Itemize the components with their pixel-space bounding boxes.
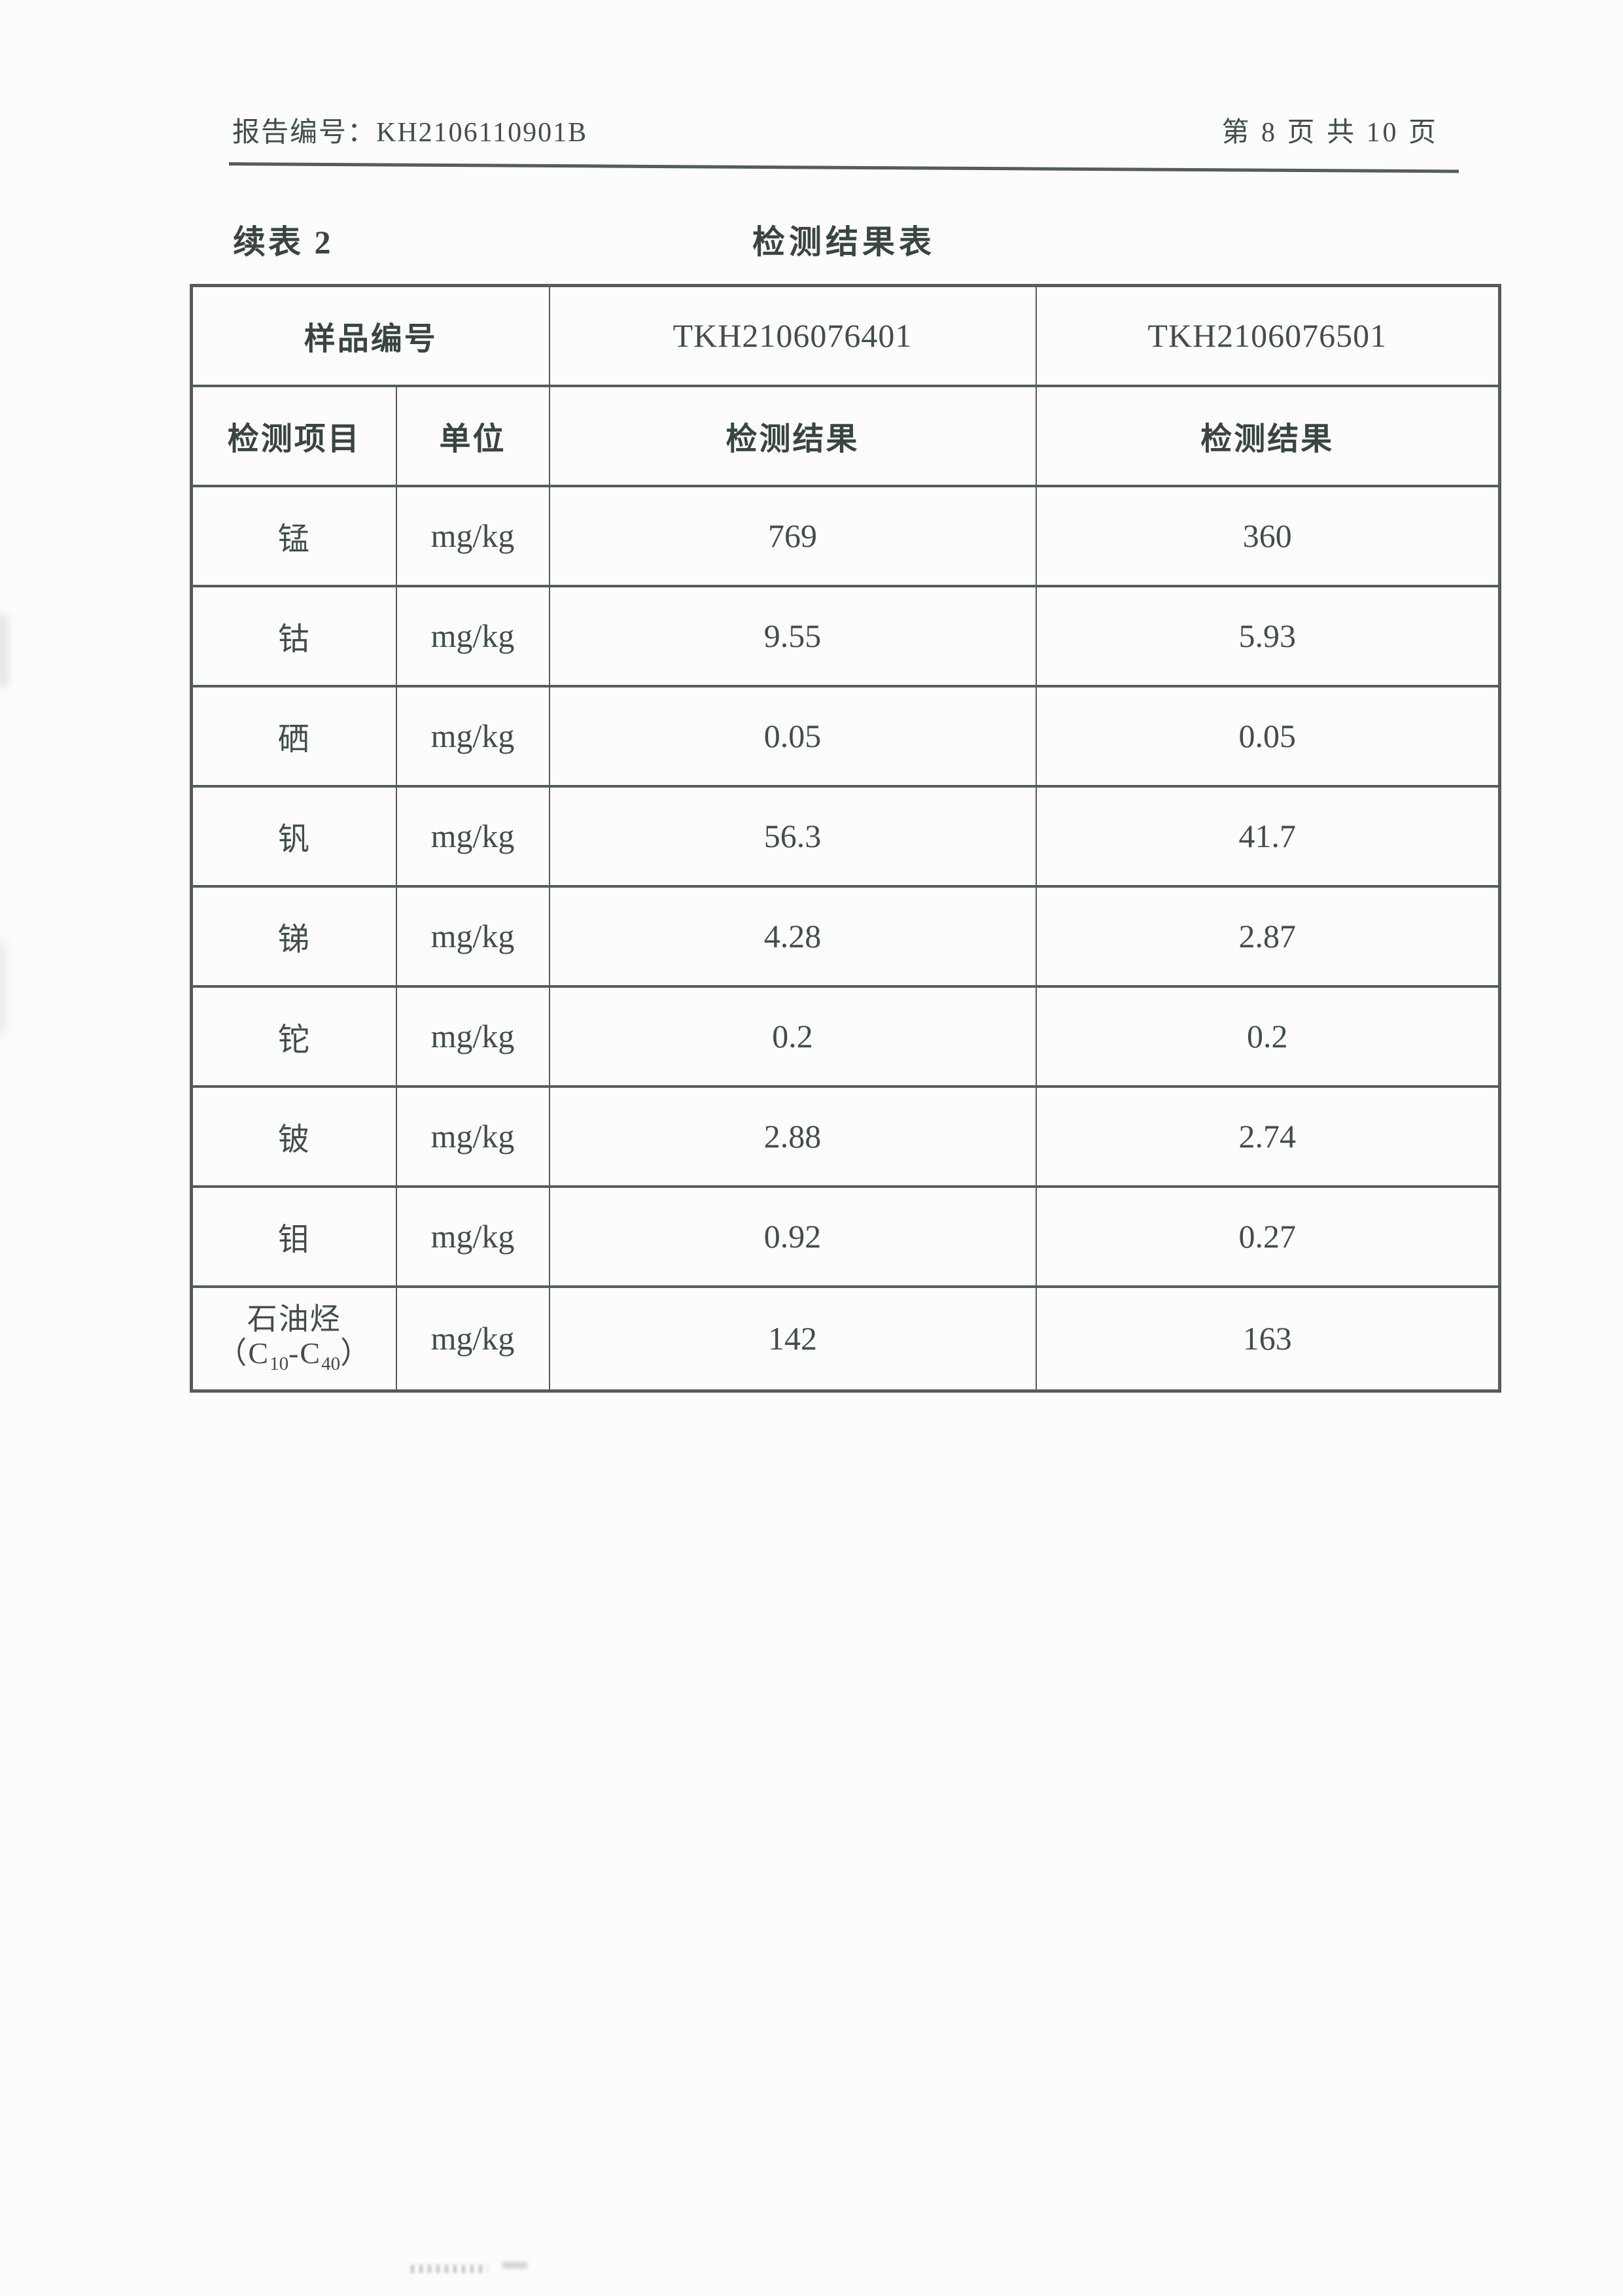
scan-smudge <box>0 615 8 687</box>
item-line1: 石油烃 <box>247 1302 341 1336</box>
item-cell: 铍 <box>190 1085 397 1188</box>
col-header-unit: 单位 <box>395 384 550 487</box>
unit-cell: mg/kg <box>395 584 550 687</box>
result-cell: 4.28 <box>548 884 1037 988</box>
result-cell: 0.92 <box>548 1185 1037 1288</box>
sample-id-cell: TKH2106076401 <box>548 284 1037 387</box>
item-cell: 石油烃 （C10-C40） <box>190 1285 397 1393</box>
unit-cell: mg/kg <box>395 684 550 788</box>
col-header-item: 检测项目 <box>190 384 397 487</box>
continuation-table-label: 续表 2 <box>233 224 334 260</box>
unit-cell: mg/kg <box>395 984 550 1088</box>
result-cell: 769 <box>548 484 1037 587</box>
header-rule <box>228 162 1459 173</box>
page-indicator: 第 8 页 共 10 页 <box>1221 118 1439 148</box>
item-line2-mid: -C <box>288 1336 322 1370</box>
unit-cell: mg/kg <box>395 884 550 988</box>
sample-id-cell: TKH2106076501 <box>1035 284 1501 387</box>
results-table: 样品编号 TKH2106076401 TKH2106076501 检测项目 单位… <box>190 284 1502 1393</box>
sample-id-row: 样品编号 TKH2106076401 TKH2106076501 <box>190 284 1501 387</box>
table-row-vanadium: 钒 mg/kg 56.3 41.7 <box>190 784 1501 888</box>
table-row-antimony: 锑 mg/kg 4.28 2.87 <box>190 884 1501 988</box>
col-header-result-1: 检测结果 <box>548 384 1037 487</box>
result-cell: 41.7 <box>1035 784 1501 888</box>
item-line2-open: （C <box>217 1336 270 1370</box>
result-cell: 2.74 <box>1035 1085 1501 1188</box>
sample-id-label-cell: 样品编号 <box>190 284 550 387</box>
result-cell: 142 <box>548 1285 1037 1393</box>
result-cell: 56.3 <box>548 784 1037 888</box>
item-cell: 硒 <box>190 684 397 788</box>
report-number: 报告编号：KH2106110901B <box>232 118 588 148</box>
item-cell: 钴 <box>190 584 397 687</box>
table-row-selenium: 硒 mg/kg 0.05 0.05 <box>190 684 1501 788</box>
result-cell: 2.87 <box>1035 884 1501 988</box>
item-line2-sub-b: 40 <box>321 1353 341 1374</box>
result-cell: 0.05 <box>548 684 1037 788</box>
unit-cell: mg/kg <box>395 1285 550 1393</box>
table-row-thallium: 铊 mg/kg 0.2 0.2 <box>190 984 1501 1088</box>
item-cell: 锑 <box>190 884 397 988</box>
table-row-manganese: 锰 mg/kg 769 360 <box>190 484 1501 587</box>
result-cell: 0.27 <box>1035 1185 1501 1288</box>
table-row-molybdenum: 钼 mg/kg 0.92 0.27 <box>190 1185 1501 1288</box>
scan-smudge <box>502 2262 527 2269</box>
item-line2-close: ） <box>340 1336 372 1370</box>
result-cell: 0.2 <box>548 984 1037 1088</box>
result-cell: 360 <box>1035 484 1501 587</box>
item-line2-sub-a: 10 <box>270 1353 289 1374</box>
table-row-cobalt: 钴 mg/kg 9.55 5.93 <box>190 584 1501 687</box>
result-cell: 2.88 <box>548 1085 1037 1188</box>
result-cell: 5.93 <box>1035 584 1501 687</box>
result-cell: 0.05 <box>1035 684 1501 788</box>
result-cell: 163 <box>1035 1285 1501 1393</box>
result-cell: 9.55 <box>548 584 1037 687</box>
scan-smudge <box>0 942 5 1034</box>
column-header-row: 检测项目 单位 检测结果 检测结果 <box>190 384 1501 487</box>
item-cell: 钼 <box>190 1185 397 1288</box>
unit-cell: mg/kg <box>395 484 550 587</box>
table-row-beryllium: 铍 mg/kg 2.88 2.74 <box>190 1085 1501 1188</box>
item-cell: 铊 <box>190 984 397 1088</box>
table-row-petroleum-hydrocarbons: 石油烃 （C10-C40） mg/kg 142 163 <box>190 1285 1501 1393</box>
col-header-result-2: 检测结果 <box>1035 384 1501 487</box>
unit-cell: mg/kg <box>395 784 550 888</box>
item-cell: 钒 <box>190 784 397 888</box>
table-title: 检测结果表 <box>752 224 935 260</box>
unit-cell: mg/kg <box>395 1085 550 1188</box>
result-cell: 0.2 <box>1035 984 1501 1088</box>
unit-cell: mg/kg <box>395 1185 550 1288</box>
scan-smudge <box>411 2265 488 2273</box>
item-cell: 锰 <box>190 484 397 587</box>
